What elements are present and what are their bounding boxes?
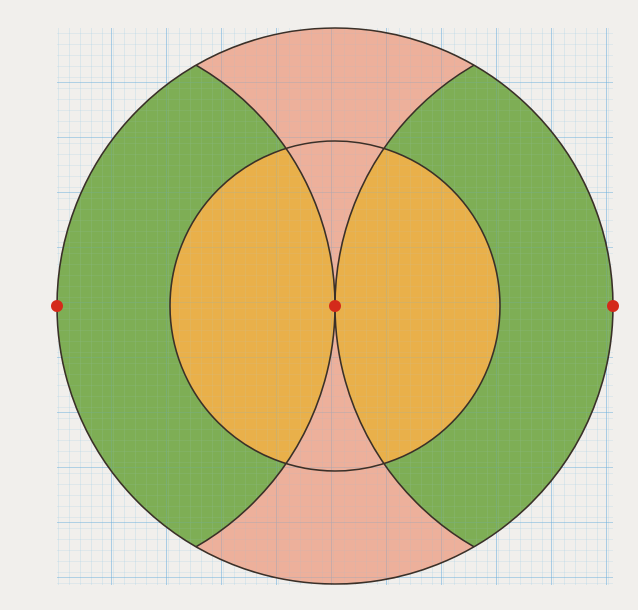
right-point xyxy=(607,300,619,312)
center-point xyxy=(329,300,341,312)
left-point xyxy=(51,300,63,312)
inner-circle xyxy=(169,140,501,472)
